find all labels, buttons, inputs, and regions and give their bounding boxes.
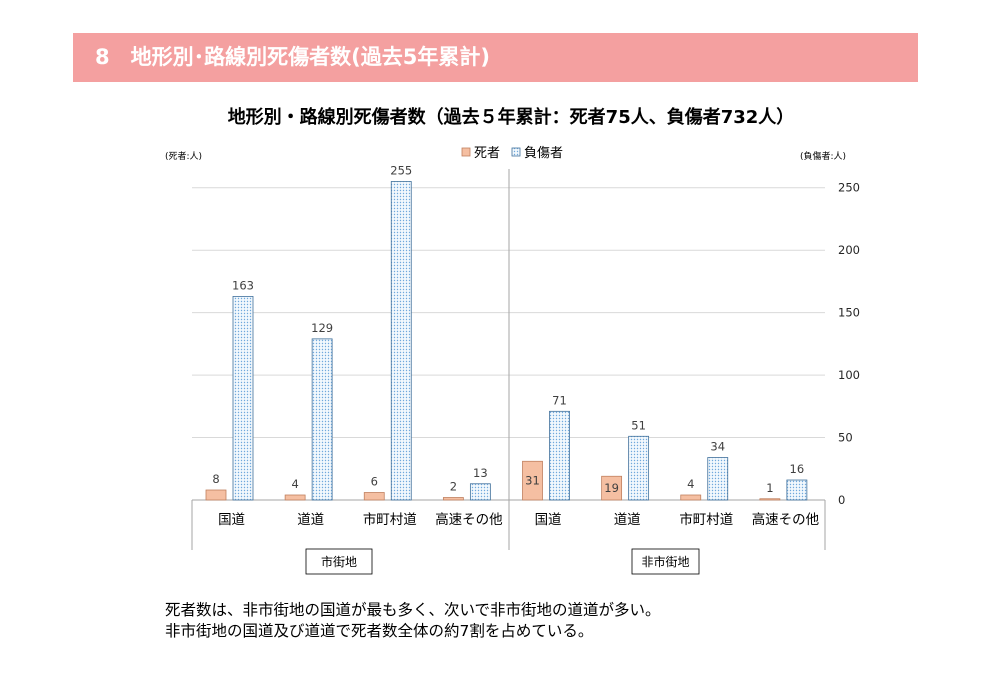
chart-title: 地形別・路線別死傷者数（過去５年累計：死者75人、負傷者732人） [228,106,795,128]
data-label-injuries: 51 [631,418,646,432]
data-label-injuries: 34 [710,440,725,454]
category-label: 市町村道 [679,511,733,528]
section-header: 8 地形別･路線別死傷者数(過去5年累計) [73,33,918,82]
bar-injuries [628,435,650,501]
y-tick-label: 50 [838,431,853,445]
bar-deaths [205,489,227,501]
y-tick-label: 250 [838,181,860,195]
bar-injuries [707,457,729,501]
bar-injuries [311,338,333,501]
right-axis-unit-label: (負傷者:人) [800,150,846,162]
y-tick-label: 200 [838,243,860,257]
bar-deaths [284,494,306,501]
group-label-box [305,548,373,575]
category-label: 高速その他 [435,511,503,528]
data-label-injuries: 71 [552,393,567,407]
left-axis-unit-label: (死者:人) [165,151,202,162]
bars [205,181,808,501]
bar-injuries [390,181,412,501]
data-label-deaths: 4 [291,477,298,491]
group-label-rural: 非市街地 [631,548,700,575]
group-label-box [631,548,700,575]
legend-swatch-injuries [511,147,521,157]
bar-injuries [232,296,254,501]
legend-swatch-deaths [461,147,471,157]
data-label-deaths: 8 [212,472,219,486]
bar-deaths [601,475,623,501]
group-label-urban: 市街地 [305,548,373,575]
y-tick-label: 100 [838,368,860,382]
data-label-injuries: 255 [390,163,412,177]
data-label-deaths: 6 [371,475,378,489]
bar-deaths [522,460,543,501]
category-label: 高速その他 [752,511,820,528]
category-label: 国道 [218,512,245,528]
frame-lines [191,169,826,550]
bar-deaths [680,494,702,501]
legend-label-injuries: 負傷者 [524,146,563,161]
bar-deaths [759,498,781,501]
category-label: 道道 [614,512,641,528]
legend-label-deaths: 死者 [474,146,500,161]
category-label: 国道 [535,512,562,528]
y-tick-label: 150 [838,306,860,320]
group-label-text: 非市街地 [641,554,689,569]
category-label: 市町村道 [363,511,417,528]
commentary-line: 非市街地の国道及び道道で死者数全体の約7割を占めている。 [165,622,594,640]
group-label-text: 市街地 [321,554,357,569]
data-label-injuries: 129 [311,321,333,335]
data-label-deaths: 31 [525,474,540,488]
section-title: 8 地形別･路線別死傷者数(過去5年累計) [95,45,490,69]
legend: 死者 負傷者 [461,146,563,161]
data-label-deaths: 19 [604,481,619,495]
data-label-injuries: 13 [473,466,488,480]
bar-deaths [363,492,385,501]
bar-injuries [549,410,570,501]
data-label-deaths: 4 [687,477,694,491]
data-label-injuries: 163 [232,278,254,292]
bar-injuries [469,483,491,501]
commentary: 死者数は、非市街地の国道が最も多く、次いで非市街地の道道が多い。 非市街地の国道… [165,600,661,642]
y-tick-label: 0 [838,493,845,507]
bar-injuries [786,479,808,501]
category-label: 道道 [297,512,324,528]
chart-labels: 0 50 100 150 200 250 国道 8 163 道道 4 129 市町村道 6 255 高速その他… [212,163,860,528]
data-label-deaths: 2 [450,480,457,494]
bar-deaths [442,497,464,501]
data-label-deaths: 1 [766,481,773,495]
data-label-injuries: 16 [790,462,805,476]
commentary-line: 死者数は、非市街地の国道が最も多く、次いで非市街地の道道が多い。 [165,601,661,619]
